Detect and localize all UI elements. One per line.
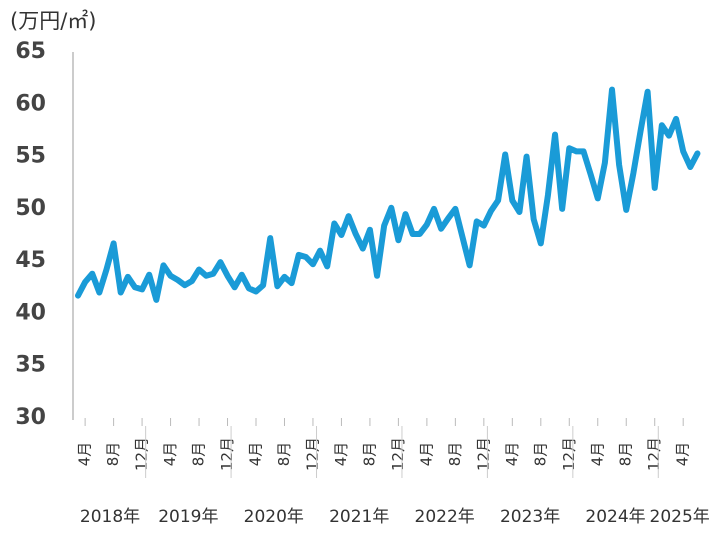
x-tick-label: 12月	[389, 437, 407, 471]
x-tick-label: 8月	[360, 442, 378, 467]
year-label: 2021年	[329, 507, 389, 527]
year-label: 2018年	[80, 507, 140, 527]
x-tick-label: 4月	[588, 442, 606, 467]
y-tick-label: 35	[15, 353, 46, 378]
x-tick-label: 12月	[645, 437, 663, 471]
x-tick-label: 12月	[303, 437, 321, 471]
y-tick-label: 60	[15, 91, 46, 116]
year-label: 2022年	[415, 507, 475, 527]
year-label: 2020年	[244, 507, 304, 527]
x-tick-label: 4月	[674, 442, 692, 467]
x-tick-label: 12月	[133, 437, 151, 471]
y-tick-label: 55	[15, 144, 46, 169]
x-tick-label: 8月	[446, 442, 464, 467]
x-tick-label: 8月	[531, 442, 549, 467]
data-line	[75, 86, 701, 303]
year-label: 2023年	[500, 507, 560, 527]
x-tick-label: 8月	[275, 442, 293, 467]
x-tick-label: 4月	[332, 442, 350, 467]
x-tick-label: 4月	[503, 442, 521, 467]
x-tick-label: 12月	[474, 437, 492, 471]
year-label: 2025年	[650, 507, 710, 527]
x-tick-label: 12月	[218, 437, 236, 471]
y-tick-label: 30	[15, 405, 46, 430]
x-tick-label: 8月	[104, 442, 122, 467]
x-tick-label: 8月	[190, 442, 208, 467]
year-label: 2019年	[158, 507, 218, 527]
x-tick-label: 4月	[161, 442, 179, 467]
y-tick-label: 65	[15, 39, 46, 64]
year-label: 2024年	[585, 507, 645, 527]
x-tick-label: 4月	[417, 442, 435, 467]
y-tick-label: 50	[15, 196, 46, 221]
x-tick-label: 8月	[617, 442, 635, 467]
y-tick-label: 40	[15, 300, 46, 325]
x-tick-label: 4月	[247, 442, 265, 467]
x-tick-label: 4月	[76, 442, 94, 467]
y-tick-label: 45	[15, 248, 46, 273]
y-axis-label: (万円/㎡)	[10, 9, 96, 33]
x-tick-label: 12月	[560, 437, 578, 471]
